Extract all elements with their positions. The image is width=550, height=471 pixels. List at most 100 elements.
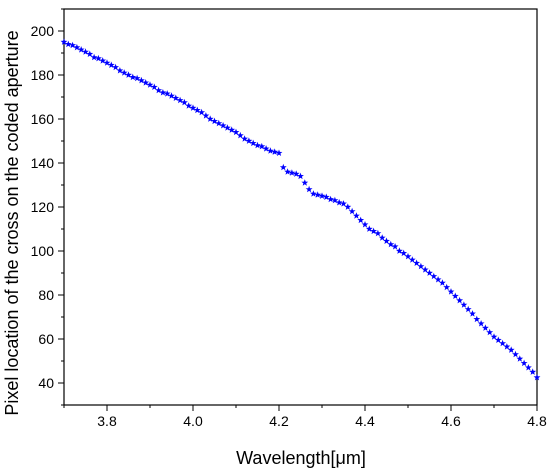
data-point	[172, 94, 180, 102]
y-tick-label: 120	[31, 199, 55, 215]
data-point	[168, 92, 175, 99]
data-point	[125, 71, 132, 78]
data-point	[107, 61, 115, 69]
data-point	[383, 237, 390, 245]
x-tick-label: 4.4	[355, 413, 375, 429]
data-point	[112, 63, 120, 71]
data-point	[434, 276, 442, 283]
data-point	[443, 283, 451, 291]
data-point	[486, 328, 494, 336]
data-point	[438, 279, 446, 286]
data-point	[318, 192, 326, 199]
data-point	[361, 221, 369, 228]
data-point	[464, 305, 472, 313]
y-axis-label: Pixel location of the cross on the coded…	[2, 30, 22, 415]
data-point	[430, 272, 438, 280]
data-point	[473, 315, 481, 323]
y-tick-label: 200	[31, 23, 55, 39]
data-point	[73, 43, 81, 51]
data-point	[150, 83, 158, 91]
data-point	[456, 296, 464, 304]
data-point	[228, 126, 236, 133]
y-tick-label: 80	[38, 287, 54, 303]
data-point	[219, 122, 227, 129]
data-point	[426, 269, 433, 276]
data-point	[64, 40, 72, 48]
y-tick-label: 40	[38, 375, 54, 391]
data-point	[133, 74, 141, 82]
data-point	[421, 266, 429, 273]
data-point	[69, 41, 77, 49]
data-point	[202, 112, 210, 119]
data-point	[193, 106, 201, 114]
data-point	[86, 50, 94, 58]
x-tick-label: 3.8	[97, 413, 117, 429]
data-point	[163, 90, 171, 97]
data-point	[103, 59, 111, 66]
data-point	[520, 359, 528, 367]
x-axis-label: Wavelength[μm]	[236, 448, 366, 468]
data-point	[94, 54, 102, 62]
data-point	[477, 320, 485, 327]
data-point	[142, 79, 150, 86]
data-point	[262, 145, 270, 152]
data-point	[82, 48, 89, 55]
data-series	[60, 38, 541, 381]
data-point	[116, 67, 124, 74]
plot-area	[63, 8, 538, 406]
data-point	[507, 346, 515, 353]
data-point	[245, 137, 253, 144]
data-point	[159, 89, 167, 96]
data-point	[137, 76, 145, 84]
data-point	[451, 292, 459, 300]
data-point	[460, 301, 468, 308]
data-point	[404, 252, 412, 260]
data-point	[395, 247, 403, 254]
data-point	[99, 57, 107, 64]
data-point	[348, 207, 356, 215]
data-point	[249, 139, 257, 147]
data-point	[374, 229, 382, 237]
data-point	[327, 195, 335, 203]
data-point	[223, 124, 231, 131]
data-point	[271, 148, 279, 155]
data-point	[365, 225, 373, 232]
data-point	[322, 193, 330, 201]
x-axis-ticks: 3.8 4.0 4.2 4.4 4.6 4.8	[63, 405, 547, 429]
data-point	[387, 240, 395, 248]
data-point	[305, 185, 313, 193]
data-point	[146, 81, 154, 88]
data-point	[469, 310, 476, 317]
y-tick-label: 140	[31, 155, 55, 171]
y-axis-ticks: 40 60 80 100 120 140 160 180 200	[31, 8, 64, 406]
data-point	[529, 368, 537, 375]
data-point	[90, 53, 98, 61]
data-point	[215, 119, 223, 127]
data-point	[279, 163, 287, 171]
data-point	[297, 172, 304, 180]
data-point	[185, 102, 193, 109]
data-point	[331, 196, 339, 204]
data-point	[524, 364, 532, 371]
data-point	[241, 135, 249, 142]
data-point	[120, 69, 128, 76]
y-tick-label: 100	[31, 243, 55, 259]
data-point	[503, 343, 511, 350]
data-point	[357, 216, 365, 224]
data-point	[417, 262, 425, 270]
data-point	[490, 333, 498, 340]
data-point	[232, 128, 240, 136]
data-point	[391, 243, 399, 250]
data-point	[266, 147, 274, 154]
data-point	[258, 142, 266, 150]
data-point	[198, 108, 206, 116]
data-point	[176, 96, 184, 104]
data-point	[408, 256, 416, 263]
y-tick-label: 160	[31, 111, 55, 127]
data-point	[60, 38, 68, 45]
data-point	[481, 324, 489, 331]
data-point	[413, 259, 421, 267]
x-tick-label: 4.8	[527, 413, 547, 429]
data-point	[340, 200, 347, 207]
data-point	[236, 131, 244, 139]
